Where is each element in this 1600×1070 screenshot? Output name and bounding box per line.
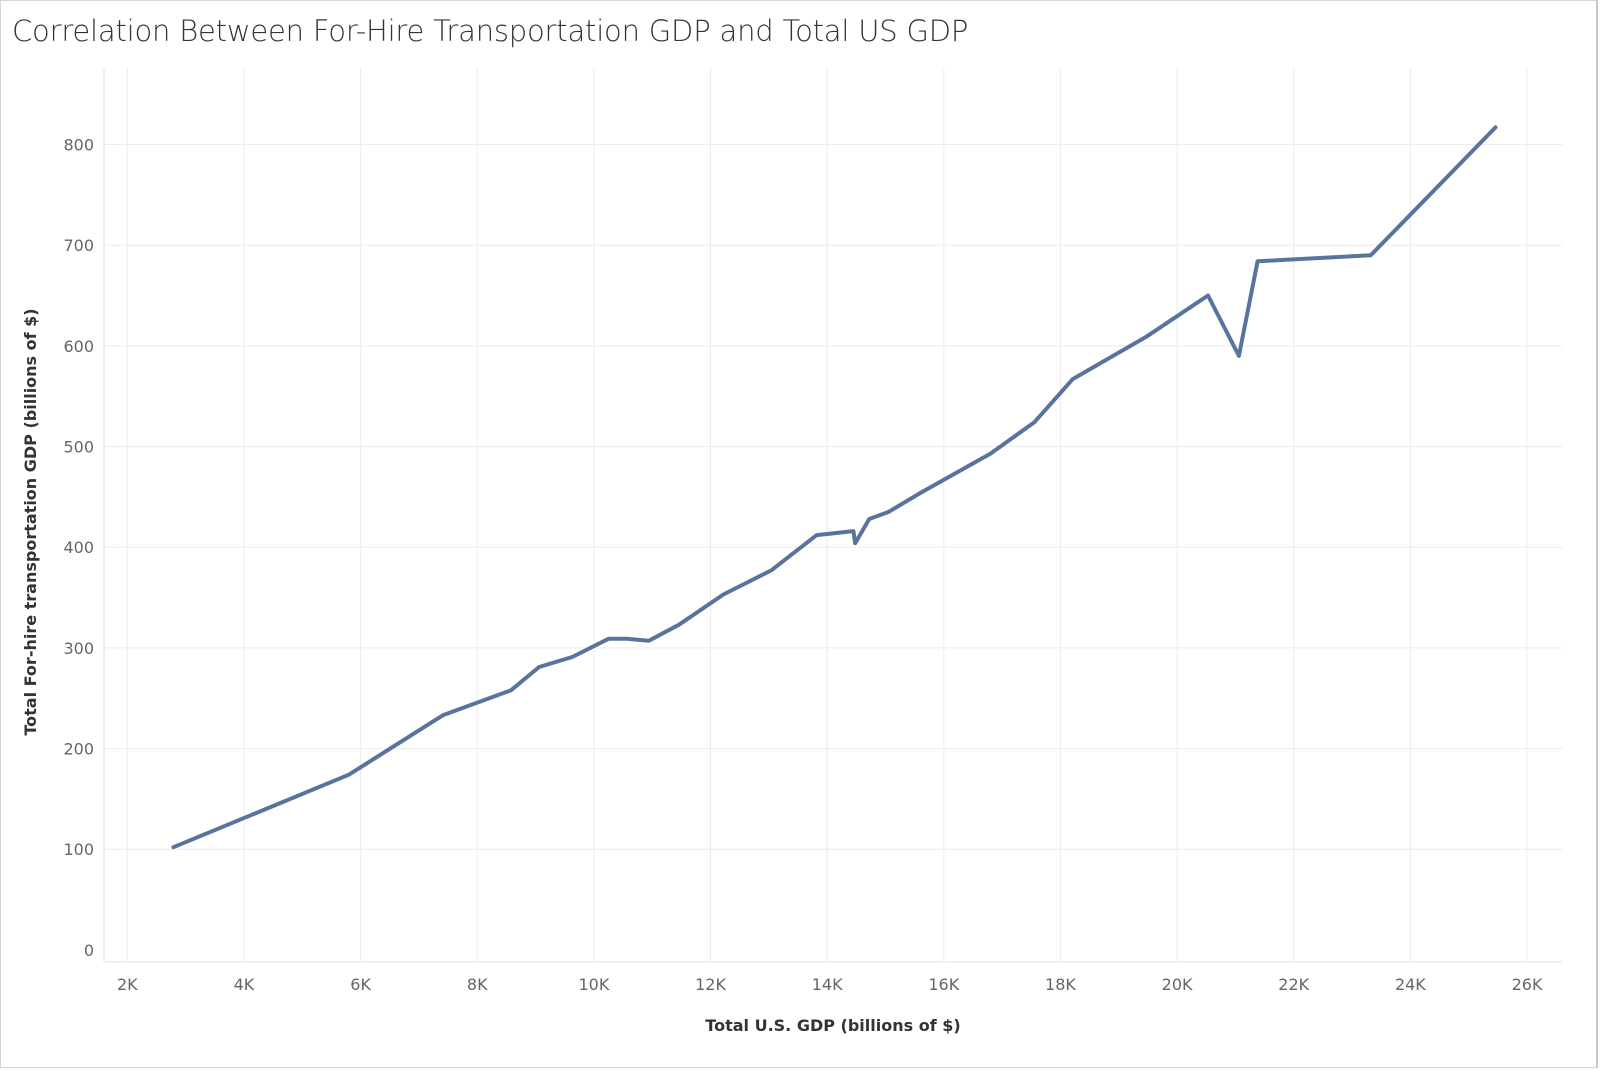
series-line xyxy=(171,125,1498,850)
y-axis-title: Total For-hire transportation GDP (billi… xyxy=(21,308,40,735)
x-tick-label: 18K xyxy=(1045,975,1076,994)
y-tick-label: 100 xyxy=(63,840,94,859)
y-tick-label: 600 xyxy=(63,337,94,356)
x-tick-label: 8K xyxy=(467,975,488,994)
x-tick-label: 4K xyxy=(234,975,255,994)
x-tick-label: 22K xyxy=(1278,975,1309,994)
series-line-path xyxy=(171,125,1498,850)
x-tick-label: 2K xyxy=(117,975,138,994)
y-tick-label: 400 xyxy=(63,538,94,557)
x-tick-label: 26K xyxy=(1512,975,1543,994)
y-tick-label: 700 xyxy=(63,236,94,255)
x-tick-label: 20K xyxy=(1162,975,1193,994)
x-tick-label: 16K xyxy=(928,975,959,994)
x-tick-label: 14K xyxy=(812,975,843,994)
y-tick-label: 0 xyxy=(84,941,94,960)
grid-lines xyxy=(103,68,1562,963)
x-tick-label: 6K xyxy=(350,975,371,994)
tick-labels: 2K 4K 6K 8K 10K 12K 14K 16K 18K 20K 22K 24K 26K 0 100 2… xyxy=(63,136,1542,994)
x-tick-label: 12K xyxy=(695,975,726,994)
x-tick-label: 10K xyxy=(578,975,609,994)
y-tick-label: 800 xyxy=(63,136,94,155)
x-tick-label: 24K xyxy=(1395,975,1426,994)
chart-title: Correlation Between For-Hire Transportat… xyxy=(12,14,969,48)
x-axis-title: Total U.S. GDP (billions of $) xyxy=(705,1016,960,1035)
y-tick-label: 500 xyxy=(63,438,94,457)
y-tick-label: 300 xyxy=(63,639,94,658)
y-tick-label: 200 xyxy=(63,740,94,759)
